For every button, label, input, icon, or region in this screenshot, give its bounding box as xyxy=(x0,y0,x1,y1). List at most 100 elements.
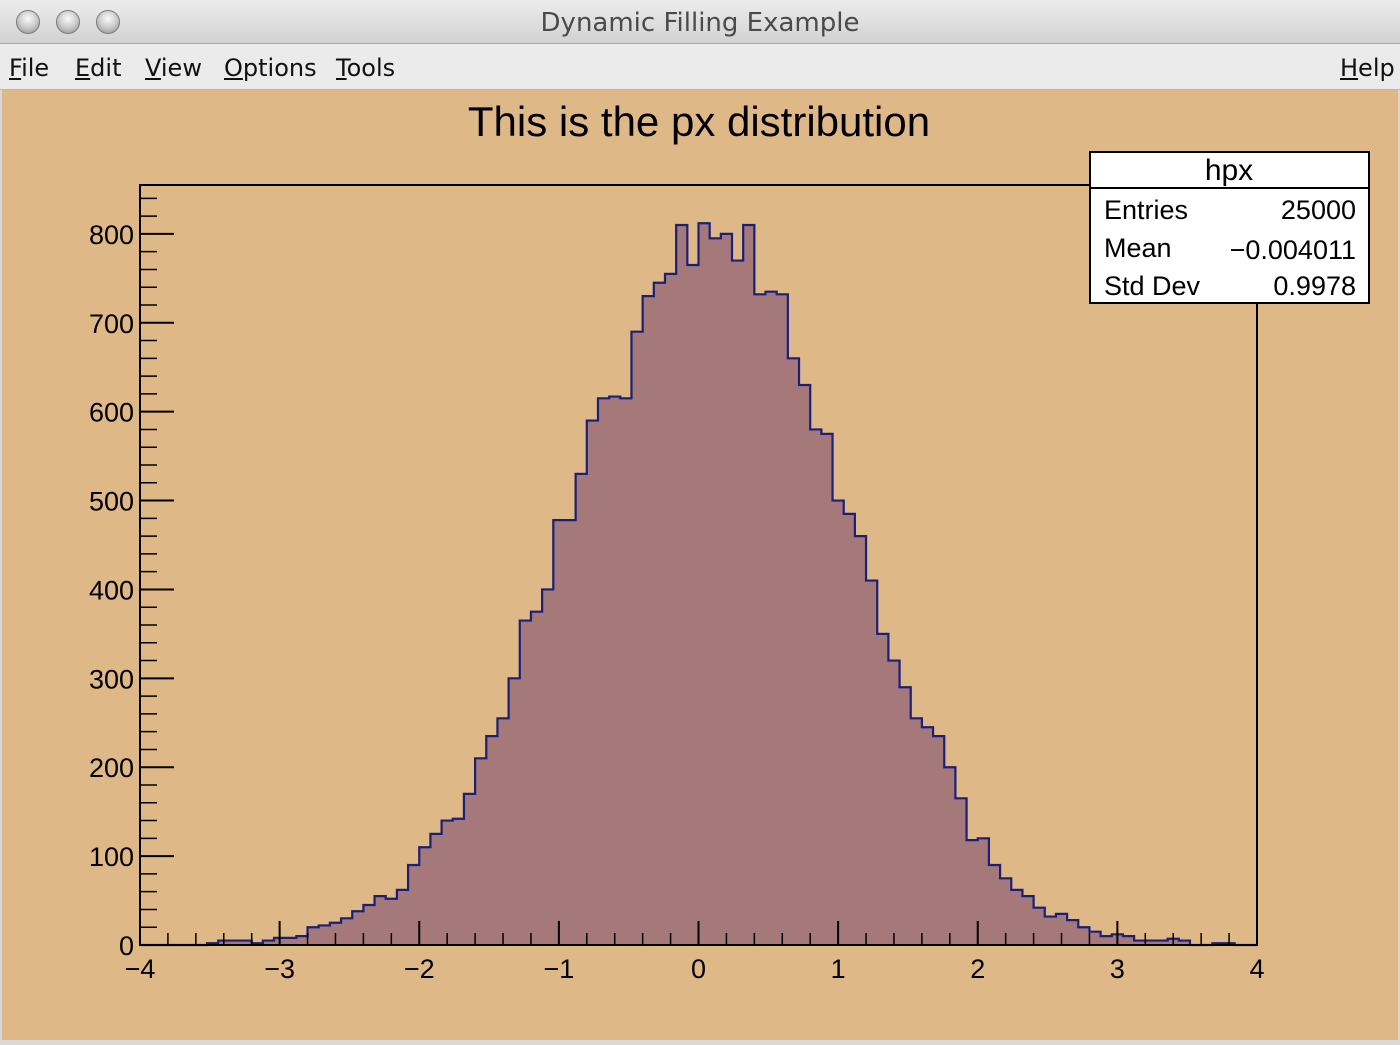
menu-bar: File Edit View Options Tools Help xyxy=(0,44,1400,90)
histogram-bin xyxy=(430,833,442,945)
histogram-bin xyxy=(441,820,454,945)
y-tick-label: 0 xyxy=(119,931,134,961)
histogram-bin xyxy=(977,838,990,945)
stats-mean-value: −0.004011 xyxy=(1230,235,1356,265)
histogram-bin xyxy=(307,927,320,945)
histogram-bin xyxy=(921,727,934,945)
plot-canvas[interactable]: This is the px distribution −4 −3 −2 −1 0 1 2 3… xyxy=(2,90,1398,1040)
histogram-bin xyxy=(530,611,543,945)
histogram-bin xyxy=(542,589,554,945)
histogram-bin xyxy=(888,660,900,945)
menu-tools[interactable]: Tools xyxy=(336,54,396,82)
histogram-bin xyxy=(486,736,498,945)
close-window-button[interactable] xyxy=(16,10,40,34)
histogram-bin xyxy=(1044,916,1057,945)
histogram-bin xyxy=(877,633,889,945)
histogram-bin xyxy=(732,260,744,945)
histogram-bin xyxy=(821,433,833,945)
histogram-bin xyxy=(944,767,956,945)
histogram-bin xyxy=(318,925,331,945)
y-tick-label: 600 xyxy=(89,398,134,428)
histogram-bin xyxy=(1011,889,1023,945)
menu-view[interactable]: View xyxy=(145,54,202,82)
x-tick-label: −1 xyxy=(543,954,574,984)
menu-options[interactable]: Options xyxy=(224,54,317,82)
histogram-bin xyxy=(1022,896,1034,945)
histogram-bin xyxy=(519,620,532,945)
histogram-bin xyxy=(933,736,945,945)
stats-box-frame xyxy=(1089,151,1370,304)
histogram-bin xyxy=(653,282,666,945)
histogram-bin xyxy=(966,840,979,945)
axes: −4 −3 −2 −1 0 1 2 3 4 0 100 200 300 400 500 600 700 800 xyxy=(89,197,1265,984)
stats-entries-value: 25000 xyxy=(1281,195,1356,225)
histogram-bin xyxy=(374,896,387,945)
minimize-window-button[interactable] xyxy=(56,10,80,34)
zoom-window-button[interactable] xyxy=(96,10,120,34)
histogram-bin xyxy=(586,420,599,945)
histogram-bin xyxy=(553,520,565,945)
histogram-bin xyxy=(799,385,811,945)
chart-title: This is the px distribution xyxy=(468,98,930,145)
x-tick-label: 0 xyxy=(691,954,706,984)
histogram-bin xyxy=(229,940,241,945)
stats-box[interactable]: hpx Entries 25000 Mean −0.004011 Std Dev… xyxy=(1089,151,1370,304)
y-tick-label: 100 xyxy=(89,842,134,872)
histogram-bin xyxy=(341,918,353,945)
histogram-bin xyxy=(899,687,912,945)
y-tick-label: 700 xyxy=(89,309,134,339)
histogram-bin xyxy=(609,396,621,945)
histogram-bin xyxy=(1100,936,1113,945)
histogram-bin xyxy=(1000,878,1012,945)
x-tick-label: 1 xyxy=(831,954,846,984)
histogram-bin xyxy=(497,718,509,945)
stats-stddev-label: Std Dev xyxy=(1104,271,1201,301)
histogram-bin xyxy=(854,536,867,945)
stats-entries-label: Entries xyxy=(1104,195,1188,225)
histogram-bin xyxy=(1078,927,1090,945)
histogram-bin xyxy=(743,225,755,945)
histogram-bin xyxy=(1089,931,1101,945)
menu-file[interactable]: File xyxy=(9,54,50,82)
histogram-bin xyxy=(385,898,398,945)
histogram-bin xyxy=(664,273,677,945)
menu-help[interactable]: Help xyxy=(1340,54,1395,82)
histogram-bin xyxy=(1055,913,1068,945)
histogram-bin xyxy=(240,940,252,945)
histogram-bin xyxy=(765,291,777,945)
histogram-bin xyxy=(1122,936,1135,945)
histogram-bin xyxy=(776,294,789,945)
histogram-bin xyxy=(575,473,588,945)
histogram-outline xyxy=(140,222,1257,947)
histogram-bin xyxy=(810,429,822,945)
x-tick-label: 3 xyxy=(1110,954,1125,984)
stats-name: hpx xyxy=(1205,154,1253,187)
menu-edit[interactable]: Edit xyxy=(75,54,122,82)
x-tick-label: −2 xyxy=(404,954,435,984)
histogram-bin xyxy=(843,513,856,945)
histogram-bin xyxy=(1156,940,1168,945)
histogram-bin xyxy=(564,520,576,945)
y-tick-label: 200 xyxy=(89,753,134,783)
histogram-bin xyxy=(988,865,1001,945)
histogram-bin xyxy=(642,296,655,946)
histogram-bin xyxy=(262,940,275,945)
histogram-bin xyxy=(363,905,375,945)
histogram-bin xyxy=(1178,940,1191,945)
histogram-bin xyxy=(720,233,733,945)
y-tick-label: 800 xyxy=(89,220,134,250)
histogram-bin xyxy=(698,223,710,945)
histogram-bars xyxy=(140,222,1257,947)
histogram-bin xyxy=(419,847,431,945)
histogram-bin xyxy=(1067,920,1079,945)
histogram-bin xyxy=(955,798,967,945)
histogram-bin xyxy=(352,911,364,945)
histogram-bin xyxy=(296,936,308,945)
histogram-bin xyxy=(866,580,878,945)
histogram-bin xyxy=(475,758,487,945)
histogram-bin xyxy=(396,889,409,945)
histogram-bin xyxy=(1033,907,1046,945)
histogram-chart: This is the px distribution −4 −3 −2 −1 0 1 2 3… xyxy=(89,98,1370,984)
histogram-bin xyxy=(910,718,923,945)
histogram-bin xyxy=(1145,940,1157,945)
